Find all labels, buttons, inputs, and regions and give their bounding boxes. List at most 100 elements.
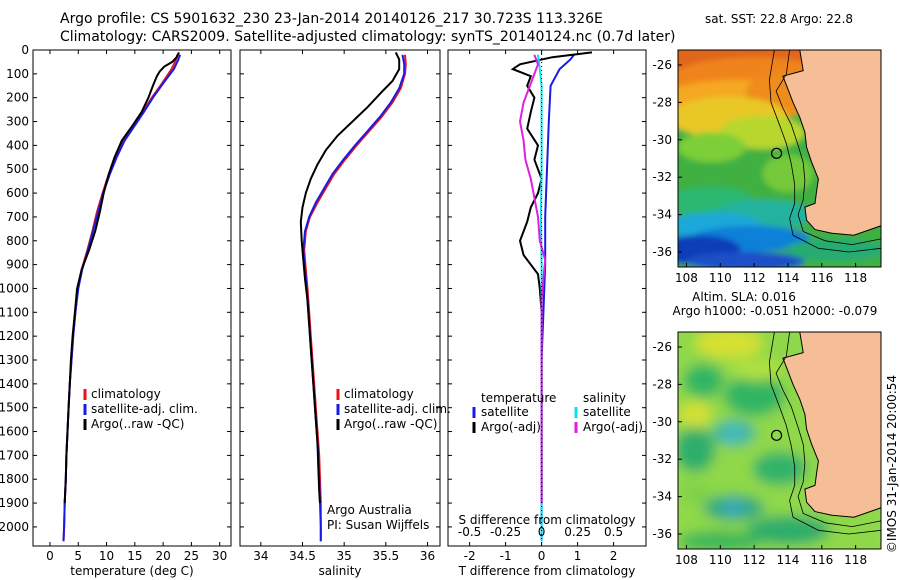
x-tick-label: -1 <box>500 549 512 563</box>
legend-entry: satellite <box>481 405 529 419</box>
map-y-tick-label: -36 <box>652 245 672 259</box>
map-x-tick-label: 118 <box>844 271 867 285</box>
map-x-tick-label: 112 <box>743 553 766 567</box>
map-y-tick-label: -30 <box>652 415 672 429</box>
sla-patch <box>752 451 807 486</box>
legend-heading-temperature: temperature <box>481 391 556 405</box>
x-tick-label: 15 <box>127 549 142 563</box>
map-x-tick-label: 112 <box>743 271 766 285</box>
series-line-climatology <box>62 54 179 542</box>
sla-patch <box>678 401 712 428</box>
legend-entry: Argo(..raw -QC) <box>344 417 437 431</box>
contour-2000m <box>768 50 881 253</box>
s-tick-label: 0 <box>538 525 546 539</box>
series-line-argo-salinity <box>518 54 547 504</box>
sla-patch <box>721 501 746 515</box>
series-line-satellite <box>62 54 182 542</box>
sst-map: 108 110 112 114 116 118 -26 -28 -30 -32 -34 -36 sat.… <box>652 12 882 285</box>
x-tick-label: 30 <box>212 549 227 563</box>
y-tick-label: 400 <box>6 138 29 152</box>
y-tick-label: 1700 <box>0 448 29 462</box>
sla-patch <box>678 530 763 549</box>
sla-patch <box>723 375 785 417</box>
series-line-argo <box>510 51 593 504</box>
legend-entry: satellite-adj. clim. <box>91 402 198 416</box>
y-tick-label: 1100 <box>0 305 29 319</box>
x-tick-label: 0 <box>538 549 546 563</box>
s-tick-label: 0.5 <box>604 525 623 539</box>
map-y-tick-label: -32 <box>652 452 672 466</box>
x-tick-label: 36 <box>420 549 435 563</box>
map-y-tick-label: -28 <box>652 95 672 109</box>
annotation-argo-australia: Argo Australia <box>327 503 412 517</box>
profile-title: Argo profile: CS 5901632_230 23-Jan-2014… <box>60 11 603 27</box>
x-axis-label: temperature (deg C) <box>70 564 193 578</box>
legend-entry: satellite <box>583 405 631 419</box>
y-tick-label: 1300 <box>0 353 29 367</box>
y-tick-label: 1600 <box>0 425 29 439</box>
map-frame <box>677 331 882 550</box>
x-tick-label: 34 <box>253 549 268 563</box>
map-y-tick-label: -36 <box>652 527 672 541</box>
sla-patch <box>723 425 744 441</box>
map-y-tick-label: -34 <box>652 490 672 504</box>
sla-patch <box>732 358 783 381</box>
legend-heading-salinity: salinity <box>583 391 626 405</box>
legend-entry: Argo(-adj) <box>583 420 643 434</box>
map-x-tick-label: 110 <box>709 271 732 285</box>
y-tick-label: 300 <box>6 115 29 129</box>
argo-height-title: Argo h1000: -0.051 h2000: -0.079 <box>673 304 878 318</box>
plot-frame <box>32 49 232 547</box>
map-y-tick-label: -30 <box>652 133 672 147</box>
profile-panel-2: 34 34.5 35 35.5 36 salinity climatologysatelli… <box>239 49 451 578</box>
y-tick-label: 200 <box>6 91 29 105</box>
x-axis-label: salinity <box>318 564 361 578</box>
x-tick-label: 35.5 <box>372 549 399 563</box>
sla-title: Altim. SLA: 0.016 <box>692 290 796 304</box>
y-tick-label: 2000 <box>0 520 29 534</box>
legend-entry: Argo(..raw -QC) <box>91 417 184 431</box>
x-axis-label: T difference from climatology <box>458 564 636 578</box>
x-tick-label: 35 <box>337 549 352 563</box>
map-y-tick-label: -34 <box>652 208 672 222</box>
y-tick-label: 900 <box>6 258 29 272</box>
y-tick-label: 100 <box>6 67 29 81</box>
sst-patch <box>686 252 805 267</box>
x-tick-label: 0 <box>46 549 54 563</box>
map-x-tick-label: 118 <box>844 553 867 567</box>
sla-patch <box>681 481 712 505</box>
map-x-tick-label: 110 <box>709 553 732 567</box>
s-tick-label: -0.25 <box>490 525 521 539</box>
y-tick-label: 1200 <box>0 329 29 343</box>
argo-float-marker <box>770 147 783 159</box>
x-tick-label: 1 <box>574 549 582 563</box>
map-y-tick-label: -26 <box>652 58 672 72</box>
map-x-tick-label: 116 <box>810 271 833 285</box>
map-x-tick-label: 116 <box>810 553 833 567</box>
map-x-tick-label: 114 <box>777 553 800 567</box>
y-tick-label: 800 <box>6 234 29 248</box>
plot-frame <box>447 49 647 547</box>
contour-200m <box>775 332 881 528</box>
series-line-argo <box>299 51 401 504</box>
legend-entry: Argo(-adj) <box>481 420 541 434</box>
series-line-satellite <box>540 54 575 542</box>
y-tick-label: 1500 <box>0 401 29 415</box>
x-tick-label: 5 <box>74 549 82 563</box>
legend-entry: satellite-adj. clim. <box>344 402 451 416</box>
map-body <box>678 332 881 549</box>
sst-patch <box>762 154 814 193</box>
contour-200m <box>775 50 881 246</box>
legend-entry: climatology <box>91 387 161 401</box>
x-tick-label: 10 <box>99 549 114 563</box>
sla-patch <box>683 363 724 398</box>
y-tick-label: 500 <box>6 162 29 176</box>
s-axis-label: S difference from climatology <box>459 513 636 527</box>
map-x-tick-label: 108 <box>675 553 698 567</box>
x-tick-label: -2 <box>464 549 476 563</box>
map-y-tick-label: -26 <box>652 340 672 354</box>
y-tick-label: 1900 <box>0 496 29 510</box>
sst-map-title: sat. SST: 22.8 Argo: 22.8 <box>705 12 853 26</box>
land <box>782 50 881 236</box>
